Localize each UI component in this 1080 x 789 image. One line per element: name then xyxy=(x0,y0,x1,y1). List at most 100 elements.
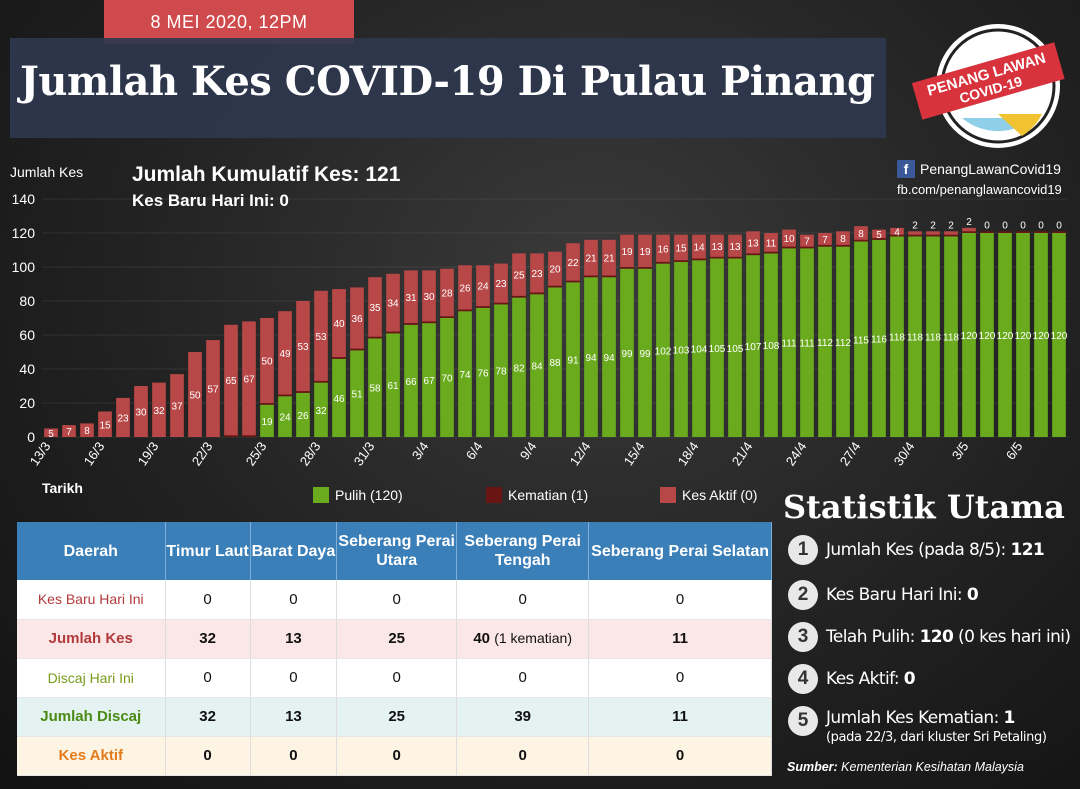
stat-label: Kes Aktif: xyxy=(826,669,904,689)
stat-item: 3 Telah Pulih: 120 (0 kes hari ini) xyxy=(788,622,1071,652)
bar-segment xyxy=(494,304,508,437)
table-header-row: Daerah Timur Laut Barat Daya Seberang Pe… xyxy=(17,522,772,580)
x-tick-label: 24/4 xyxy=(783,439,810,468)
bar-segment xyxy=(818,246,832,437)
bar-segment xyxy=(458,309,472,312)
y-axis-label: Jumlah Kes xyxy=(10,164,83,180)
bar-segment xyxy=(458,311,472,437)
data-label: 78 xyxy=(495,367,507,378)
bar-segment xyxy=(800,248,814,437)
bar-segment xyxy=(710,256,724,259)
bar-segment xyxy=(944,231,958,235)
x-tick-label: 3/4 xyxy=(409,439,432,462)
data-label: 8 xyxy=(840,234,846,245)
bar-segment xyxy=(674,260,688,262)
data-label: 8 xyxy=(858,229,864,240)
cell-value: 40 xyxy=(473,630,491,647)
legend-label: Pulih (120) xyxy=(335,487,403,503)
bar-segment xyxy=(350,287,364,349)
table-cell: 0 xyxy=(456,580,590,620)
bar-segment xyxy=(260,403,274,405)
bar-segment xyxy=(656,263,670,437)
table-cell: 0 xyxy=(336,658,458,698)
district-table: Daerah Timur Laut Barat Daya Seberang Pe… xyxy=(17,522,772,776)
stat-label: Telah Pulih: xyxy=(826,627,920,647)
data-label: 36 xyxy=(351,314,363,325)
data-label: 0 xyxy=(1020,220,1026,231)
data-label: 0 xyxy=(984,220,990,231)
stat-tail: (0 kes hari ini) xyxy=(953,627,1071,647)
bar-segment xyxy=(584,275,598,278)
data-label: 102 xyxy=(655,346,672,357)
data-label: 94 xyxy=(585,353,597,364)
row-label: Discaj Hari Ini xyxy=(17,658,166,698)
data-label: 30 xyxy=(423,292,435,303)
table-cell: 0 xyxy=(165,580,251,620)
data-label: 21 xyxy=(603,254,615,265)
table-cell: 40 (1 kematian) xyxy=(456,619,590,659)
date-tab: 8 MEI 2020, 12PM xyxy=(104,0,354,44)
bar-segment xyxy=(602,277,616,437)
bar-segment xyxy=(854,226,868,240)
data-label: 51 xyxy=(351,390,363,401)
bar-segment xyxy=(602,275,616,278)
x-tick-label: 9/4 xyxy=(517,439,540,462)
stat-label: Jumlah Kes Kematian: xyxy=(826,708,1004,728)
bar-segment xyxy=(854,241,868,437)
bar-segment xyxy=(692,260,706,437)
table-cell: 11 xyxy=(588,697,772,737)
data-label: 24 xyxy=(279,413,291,424)
bar-segment xyxy=(656,261,670,264)
bar-segment xyxy=(728,256,742,259)
bar-segment xyxy=(908,234,922,237)
bar-segment xyxy=(710,234,724,257)
data-label: 0 xyxy=(1002,220,1008,231)
data-label: 99 xyxy=(639,349,651,360)
bar-segment xyxy=(260,318,274,403)
bar-segment xyxy=(80,423,94,437)
bar-segment xyxy=(314,382,328,437)
data-label: 50 xyxy=(189,391,201,402)
bar-segment xyxy=(638,267,652,269)
legend-label: Kematian (1) xyxy=(508,487,589,503)
data-label: 19 xyxy=(261,417,273,428)
table-cell: 32 xyxy=(165,619,251,659)
row-label: Kes Aktif xyxy=(17,736,166,776)
data-label: 0 xyxy=(1056,220,1062,231)
facebook-url[interactable]: fb.com/penanglawancovid19 xyxy=(897,182,1062,197)
bar-segment xyxy=(530,294,544,437)
facebook-link[interactable]: f PenangLawanCovid19 xyxy=(897,160,1061,178)
stat-number: 4 xyxy=(788,664,818,694)
data-label: 46 xyxy=(333,394,345,405)
bar-segment xyxy=(44,428,58,437)
x-tick-label: 16/3 xyxy=(81,439,108,468)
data-label: 4 xyxy=(894,227,900,238)
bar-segment xyxy=(602,239,616,276)
x-tick-label: 6/5 xyxy=(1003,439,1026,462)
y-tick-label: 80 xyxy=(19,293,35,309)
data-label: 25 xyxy=(513,271,525,282)
x-tick-label: 28/3 xyxy=(297,439,324,468)
bar-segment xyxy=(782,246,796,249)
data-label: 65 xyxy=(225,376,237,387)
bar-segment xyxy=(872,239,886,437)
table-cell: 25 xyxy=(336,619,458,659)
bar-segment xyxy=(962,231,976,233)
data-label: 13 xyxy=(711,242,723,253)
data-label: 88 xyxy=(549,358,561,369)
bar-segment xyxy=(350,348,364,351)
table-row: Discaj Hari Ini 0 0 0 0 0 xyxy=(17,658,772,698)
data-label: 120 xyxy=(1015,331,1032,342)
stat-subtext: (pada 22/3, dari kluster Sri Petaling) xyxy=(826,730,1047,745)
bar-segment xyxy=(440,316,454,318)
data-label: 50 xyxy=(261,357,273,368)
table-cell: 0 xyxy=(588,736,772,776)
bar-segment xyxy=(314,290,328,381)
data-label: 23 xyxy=(117,413,129,424)
row-label: Jumlah Kes xyxy=(17,619,166,659)
facebook-icon: f xyxy=(897,160,915,178)
data-label: 53 xyxy=(297,342,309,353)
bar-segment xyxy=(620,268,634,437)
legend-swatch-active xyxy=(660,487,676,503)
data-label: 7 xyxy=(822,235,828,246)
